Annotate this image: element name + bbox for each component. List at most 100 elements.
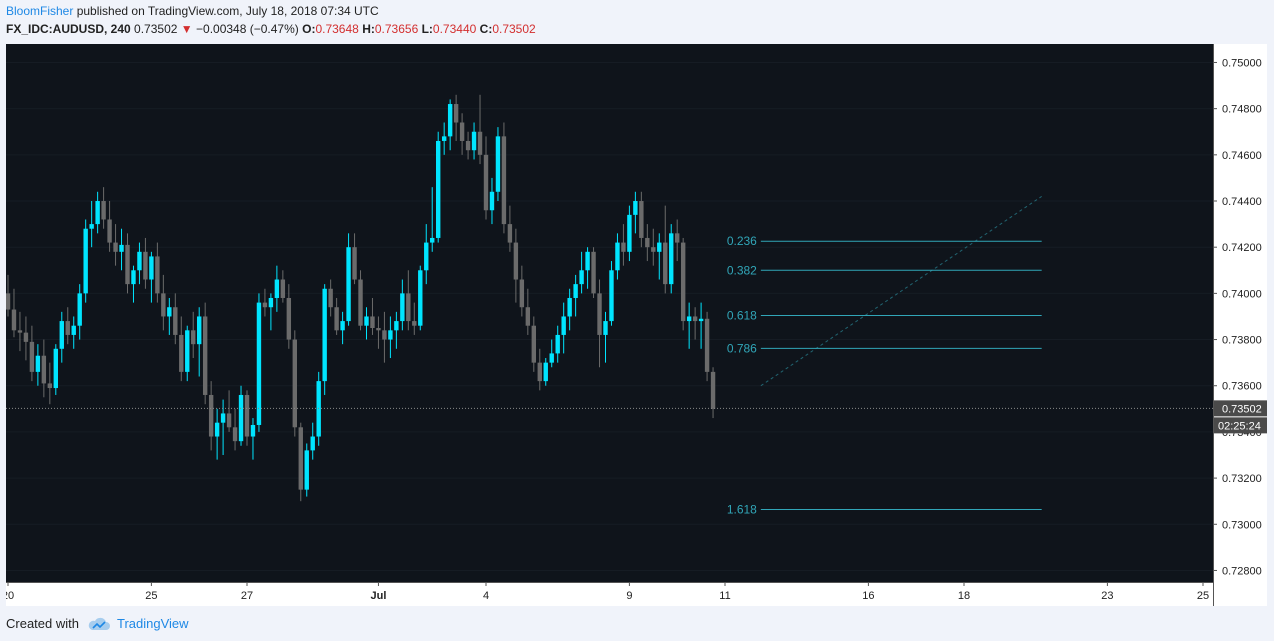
candle bbox=[686, 302, 692, 349]
candle-body bbox=[412, 321, 417, 326]
candle-body bbox=[627, 214, 632, 252]
candle-body bbox=[680, 242, 686, 322]
candle-body bbox=[161, 293, 166, 317]
candle-body bbox=[173, 307, 178, 335]
candle-body bbox=[537, 362, 542, 382]
high-label: H: bbox=[362, 22, 375, 36]
candle-body bbox=[17, 330, 23, 333]
candle-body bbox=[89, 224, 94, 229]
price-axis bbox=[1213, 44, 1267, 606]
candle-body bbox=[334, 307, 339, 331]
candle bbox=[59, 311, 64, 363]
candle bbox=[657, 233, 662, 280]
candle bbox=[340, 311, 345, 345]
candle-body bbox=[95, 201, 100, 225]
candle-body bbox=[137, 251, 142, 271]
candle bbox=[477, 94, 483, 165]
candle-body bbox=[525, 307, 531, 326]
candle bbox=[220, 399, 226, 456]
tradingview-cloud-icon bbox=[88, 617, 110, 630]
candle-body bbox=[167, 307, 172, 317]
candle bbox=[394, 311, 399, 349]
candle bbox=[250, 418, 256, 460]
candle bbox=[543, 358, 548, 386]
y-tick-label: 0.74000 bbox=[1222, 288, 1262, 300]
candle bbox=[388, 316, 393, 359]
candle bbox=[202, 302, 208, 405]
candle bbox=[406, 270, 411, 331]
candle-body bbox=[155, 256, 160, 294]
candle-body bbox=[651, 247, 656, 252]
fib-level-label: 0.382 bbox=[727, 263, 757, 277]
symbol-label[interactable]: FX_IDC:AUDUSD, 240 bbox=[6, 22, 131, 36]
candle bbox=[53, 344, 58, 395]
y-tick-label: 0.72800 bbox=[1222, 565, 1262, 577]
candle bbox=[328, 279, 333, 317]
x-tick-label: 25 bbox=[145, 590, 157, 602]
tradingview-brand: TradingView bbox=[116, 616, 189, 631]
candle bbox=[292, 330, 297, 437]
candle-body bbox=[549, 353, 554, 363]
candle bbox=[453, 94, 459, 141]
candle bbox=[119, 228, 124, 271]
author-link[interactable]: BloomFisher bbox=[6, 4, 74, 18]
candle-body bbox=[59, 321, 64, 349]
candle-body bbox=[47, 383, 53, 389]
candle-body bbox=[388, 330, 393, 340]
candle-body bbox=[465, 140, 471, 151]
candle bbox=[418, 265, 423, 331]
candle bbox=[412, 302, 417, 335]
candle bbox=[567, 288, 572, 331]
x-tick-label: 23 bbox=[1101, 590, 1113, 602]
candle-body bbox=[35, 355, 41, 372]
candle-body bbox=[585, 251, 590, 271]
candle-body bbox=[286, 297, 292, 340]
candle-body bbox=[621, 242, 626, 252]
candle bbox=[495, 127, 501, 202]
candle bbox=[298, 422, 303, 502]
candle-body bbox=[483, 154, 489, 211]
candle bbox=[167, 297, 172, 335]
candle bbox=[238, 385, 244, 446]
candle bbox=[597, 279, 602, 368]
candle bbox=[710, 367, 716, 419]
candle-body bbox=[208, 394, 214, 437]
candle-body bbox=[710, 371, 716, 409]
candle-body bbox=[704, 318, 710, 372]
chart-frame[interactable]: 0.728000.730000.732000.734000.736000.738… bbox=[2, 44, 1267, 606]
candle-body bbox=[531, 325, 536, 363]
candle-body bbox=[256, 302, 262, 425]
candle bbox=[680, 237, 686, 331]
candle bbox=[561, 302, 566, 354]
tradingview-link[interactable]: TradingView bbox=[87, 616, 189, 631]
candle-body bbox=[436, 140, 441, 238]
candle-body bbox=[179, 334, 184, 372]
candle-body bbox=[149, 256, 154, 280]
candle bbox=[531, 316, 536, 372]
candle-body bbox=[686, 316, 692, 322]
candle bbox=[322, 284, 327, 395]
candle-body bbox=[298, 427, 303, 490]
candle-body bbox=[131, 270, 136, 285]
candlestick-chart[interactable]: 0.728000.730000.732000.734000.736000.738… bbox=[2, 44, 1267, 606]
candle-body bbox=[597, 293, 602, 335]
candle bbox=[513, 228, 519, 303]
candle-body bbox=[507, 224, 513, 243]
candle-body bbox=[23, 332, 29, 342]
candle bbox=[310, 422, 315, 460]
candle bbox=[471, 122, 477, 160]
candle-body bbox=[119, 244, 124, 252]
candle bbox=[149, 251, 154, 303]
low-value: 0.73440 bbox=[432, 22, 477, 36]
candle bbox=[519, 265, 525, 317]
candle bbox=[5, 274, 11, 317]
candle-body bbox=[609, 270, 614, 322]
candle-body bbox=[5, 293, 11, 310]
x-tick-label: 27 bbox=[241, 590, 253, 602]
candle bbox=[615, 233, 620, 280]
candle-body bbox=[555, 334, 560, 354]
price-change: −0.00348 (−0.47%) bbox=[196, 22, 299, 36]
candle-body bbox=[71, 325, 76, 335]
publish-info: BloomFisher published on TradingView.com… bbox=[6, 4, 379, 18]
candle bbox=[400, 279, 405, 331]
